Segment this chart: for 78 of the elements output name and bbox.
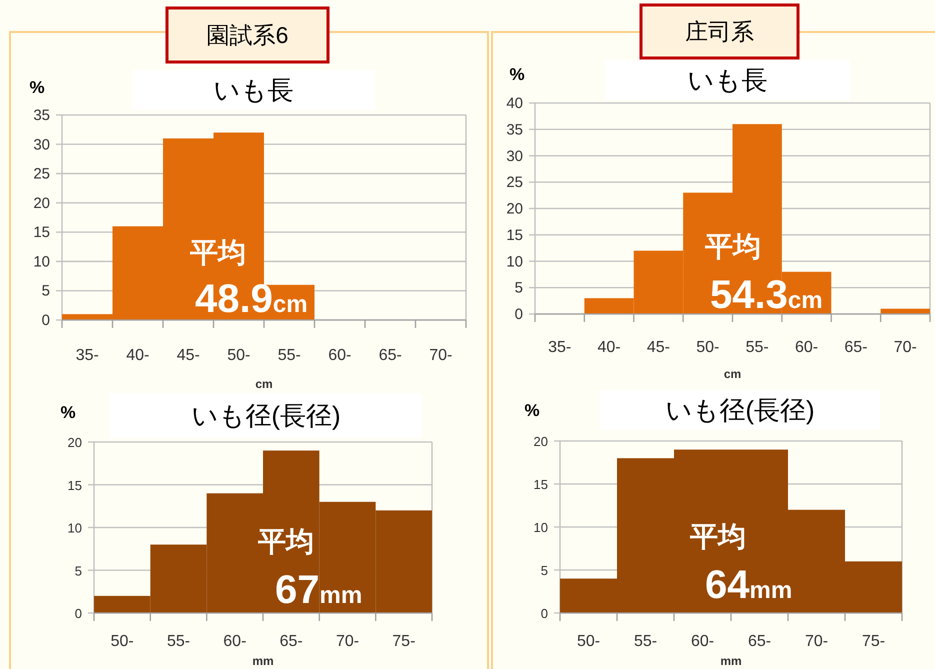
y-tick-label: 0 [514,306,523,323]
x-tick-label: 50- [227,347,250,364]
y-tick-label: 20 [68,435,82,450]
x-tick-label: 75- [862,633,886,650]
annotation: 平均 [189,237,246,268]
y-tick-label: 15 [33,224,50,242]
x-tick-label: 70- [336,633,360,650]
chart-title: いも長 [214,75,294,105]
y-tick-label: 10 [534,520,548,535]
y-tick-label: 20 [506,200,523,218]
y-axis-title: % [524,401,540,420]
annotation: 平均 [257,526,314,557]
y-tick-label: 0 [74,606,82,621]
x-tick-label: 60- [690,633,714,650]
y-tick-label: 10 [33,253,50,270]
x-axis-title: mm [720,654,742,668]
annotation: 48.9cm [195,277,308,321]
x-tick-label: 70- [429,347,452,364]
x-axis-title: cm [255,377,273,391]
x-tick-label: 35- [76,347,99,364]
x-tick-label: 55- [634,633,658,650]
x-tick-label: 55- [746,339,769,356]
y-tick-label: 20 [33,194,50,212]
chart-title: いも長 [688,65,768,95]
annotation: 67mm [275,568,362,612]
y-tick-label: 35 [33,107,50,124]
x-tick-label: 65- [748,633,772,650]
x-tick-label: 70- [804,633,828,650]
bar [880,308,930,314]
y-tick-label: 10 [68,520,82,536]
y-tick-label: 20 [534,434,548,449]
chart-title: いも径(長径) [665,395,815,425]
x-axis-title: mm [252,654,274,668]
y-tick-label: 25 [33,166,50,183]
y-tick-label: 5 [540,563,548,578]
x-tick-label: 70- [894,339,917,356]
y-tick-label: 5 [42,282,50,300]
y-tick-label: 5 [74,563,82,578]
y-tick-label: 0 [42,312,50,329]
y-tick-label: 25 [506,174,523,192]
x-tick-label: 65- [844,339,868,356]
annotation: 平均 [689,521,746,552]
y-axis-title: % [29,78,45,97]
x-tick-label: 55- [166,633,190,650]
chart-title: いも径(長径) [191,400,341,430]
x-tick-label: 45- [646,339,670,356]
annotation: 64mm [705,563,792,607]
x-tick-label: 50- [110,633,134,650]
y-axis-title: % [509,65,525,84]
x-tick-label: 40- [598,339,621,356]
x-axis-title: cm [724,367,742,381]
x-tick-label: 55- [278,347,301,364]
chart-subtitle: 園試系6 [206,22,288,48]
annotation: 平均 [704,231,761,262]
y-tick-label: 35 [506,121,523,138]
x-tick-label: 60- [223,633,246,650]
x-tick-label: 65- [280,633,303,650]
y-tick-label: 10 [506,253,523,270]
x-tick-label: 50- [576,633,600,650]
annotation: 54.3cm [710,273,823,317]
x-tick-label: 35- [548,339,572,356]
y-tick-label: 30 [33,136,50,154]
y-tick-label: 5 [514,280,523,297]
x-tick-label: 45- [176,347,200,364]
y-tick-label: 15 [534,477,548,492]
x-tick-label: 75- [392,633,416,650]
x-tick-label: 50- [696,339,720,356]
y-tick-label: 30 [506,148,523,165]
y-tick-label: 15 [68,478,82,493]
x-tick-label: 65- [378,347,402,364]
x-tick-label: 60- [795,339,818,356]
y-tick-label: 40 [506,95,523,112]
x-tick-label: 60- [328,347,352,364]
y-axis-title: % [60,403,76,422]
x-tick-label: 40- [126,347,150,364]
y-tick-label: 15 [506,226,523,244]
chart-subtitle: 庄司系 [685,18,754,44]
y-tick-label: 0 [540,606,548,621]
